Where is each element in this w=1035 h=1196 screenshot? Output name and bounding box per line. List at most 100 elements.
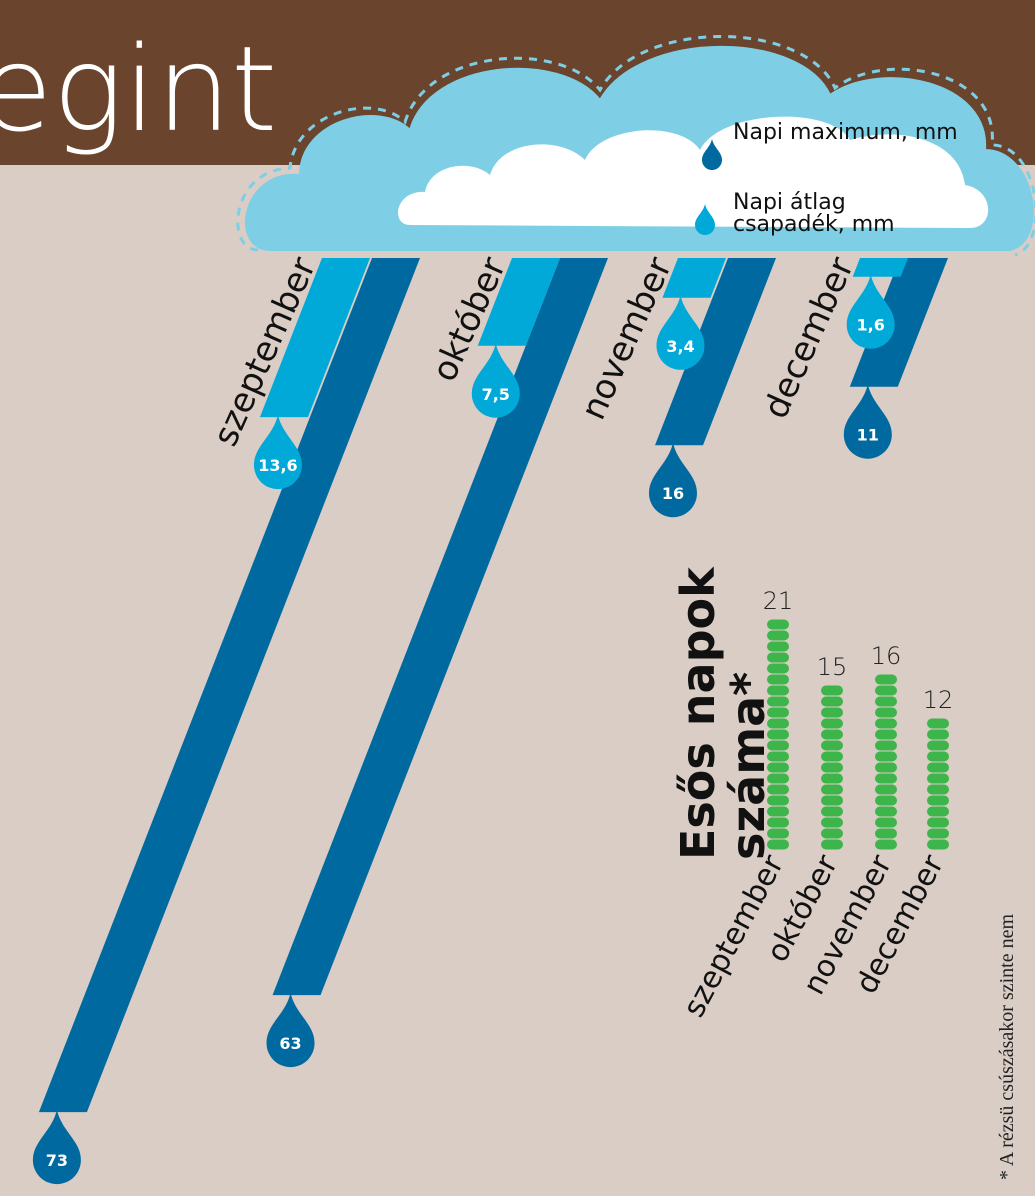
header-title: egint [0,20,277,158]
dot [821,806,843,817]
dot [767,630,789,641]
legend-label: Napi átlag csapadék, mm [733,190,895,237]
dot [767,828,789,839]
cloud-inner [398,116,989,228]
legend-marker [695,204,715,235]
value-label: 15 [817,653,848,681]
dot [821,828,843,839]
dot [927,740,949,751]
bar [477,258,560,346]
dot [767,696,789,707]
dot [875,729,897,740]
dot [767,762,789,773]
bar [662,258,726,298]
value-label: 11 [857,426,879,445]
dot [927,784,949,795]
dot [767,795,789,806]
dot [821,795,843,806]
dot [821,817,843,828]
dot [927,729,949,740]
drop [846,274,895,349]
bar [38,258,420,1113]
dot [875,784,897,795]
dot [821,839,843,850]
value-label: 73 [46,1151,68,1170]
dot [927,762,949,773]
dot [821,718,843,729]
dot [821,773,843,784]
dot [875,828,897,839]
legend-marker [702,139,722,170]
dot [875,762,897,773]
dot [927,773,949,784]
dot [927,718,949,729]
dot [767,663,789,674]
month-label: december [756,251,862,424]
dots-title: Esős napok [671,566,725,860]
dot [767,652,789,663]
dot [821,729,843,740]
bar [852,258,908,277]
value-label: 21 [763,587,794,615]
value-label: 13,6 [258,456,297,475]
value-label: 16 [871,642,902,670]
dot [875,696,897,707]
drop [253,414,302,490]
dot [875,740,897,751]
dot [875,806,897,817]
bar [259,258,370,418]
bar [849,258,948,387]
dot [927,751,949,762]
dot [875,817,897,828]
dot [875,718,897,729]
dot [875,707,897,718]
legend-label: Napi maximum, mm [733,120,958,145]
value-label: 12 [923,686,954,714]
value-label: 63 [279,1034,301,1053]
dot [927,839,949,850]
dot [821,740,843,751]
dot [875,751,897,762]
dots-title: száma* [721,672,775,860]
dot [821,685,843,696]
dot [767,685,789,696]
dot [875,674,897,685]
drop [32,1109,81,1185]
dot [767,674,789,685]
drop [656,295,705,370]
dot [927,795,949,806]
drop [843,384,892,459]
drop [266,992,315,1068]
dot [927,817,949,828]
dot [875,773,897,784]
dot [821,762,843,773]
footnote: * A rézsü csúszásakor szinte nem [996,914,1018,1180]
dot [767,773,789,784]
bar [272,258,608,996]
value-label: 16 [662,484,684,503]
dot [767,729,789,740]
dot [821,696,843,707]
dot [875,795,897,806]
drop [648,442,697,518]
dot [821,751,843,762]
dot [767,817,789,828]
drop [471,343,520,418]
cloud-outline [236,35,1035,257]
dot [767,707,789,718]
dot [821,784,843,795]
value-label: 3,4 [666,337,694,356]
dot [767,619,789,630]
dot [767,784,789,795]
dot [927,806,949,817]
dot [767,806,789,817]
dot [875,685,897,696]
value-label: 7,5 [482,385,510,404]
dot [875,839,897,850]
dot [927,828,949,839]
bar [654,258,776,446]
dot [821,707,843,718]
dot [767,641,789,652]
